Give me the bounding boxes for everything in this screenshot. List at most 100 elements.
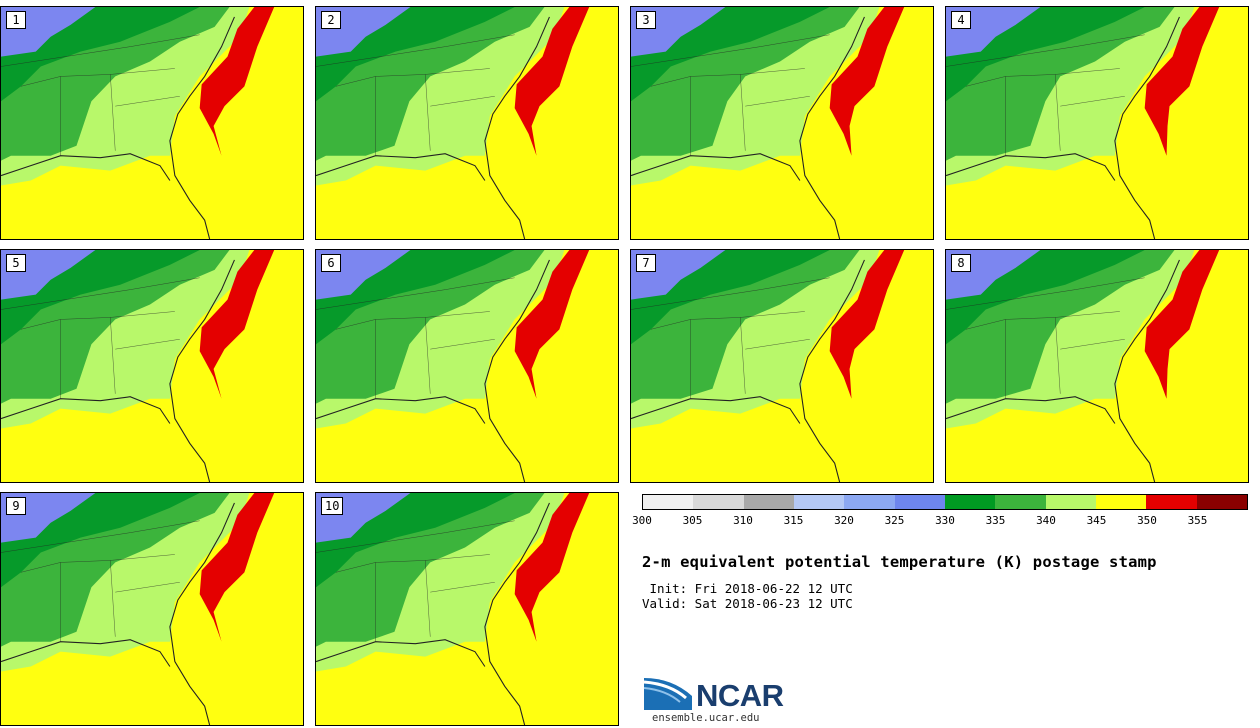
ensemble-member-panel-1: 1	[0, 6, 304, 240]
map	[316, 493, 618, 725]
member-number-label: 5	[6, 254, 26, 272]
colorbar-tick-label: 315	[783, 514, 804, 527]
warm-moist-red-region	[1144, 250, 1220, 399]
map	[631, 7, 933, 239]
state-borders	[946, 277, 1145, 399]
state-borders	[316, 34, 515, 156]
colorbar-swatch-305	[693, 495, 744, 509]
map	[1, 250, 303, 482]
state-borders	[631, 34, 830, 156]
valid-time: Valid: Sat 2018-06-23 12 UTC	[642, 596, 853, 611]
warm-moist-red-region	[514, 493, 590, 642]
colorbar-tick-label: 320	[834, 514, 854, 527]
gulf-coastline	[316, 153, 486, 181]
colorbar-swatch-315	[793, 495, 845, 509]
warm-moist-red-region	[1144, 7, 1220, 156]
gulf-coastline	[946, 396, 1116, 424]
state-borders	[316, 520, 515, 642]
colorbar-swatch-330	[944, 495, 996, 509]
warm-moist-red-region	[514, 7, 590, 156]
ncar-logo[interactable]: NCAR ensemble.ucar.edu	[642, 672, 802, 728]
member-number-label: 6	[321, 254, 341, 272]
state-borders	[316, 277, 515, 399]
colorbar-swatch-355	[1196, 495, 1247, 509]
ensemble-member-panel-6: 6	[315, 249, 619, 483]
colorbar-tick-label: 345	[1086, 514, 1107, 527]
gulf-coastline	[1, 396, 171, 424]
east-coastline	[484, 502, 550, 725]
gulf-coastline	[316, 396, 486, 424]
member-number-label: 7	[636, 254, 656, 272]
ncar-swoosh-icon	[643, 678, 692, 710]
east-coastline	[169, 16, 235, 239]
colorbar-swatch-320	[844, 495, 895, 509]
colorbar-tick-label: 325	[884, 514, 905, 527]
ensemble-member-panel-5: 5	[0, 249, 304, 483]
ensemble-member-panel-4: 4	[945, 6, 1249, 240]
colorbar-tick-label: 305	[682, 514, 703, 527]
member-number-label: 1	[6, 11, 26, 29]
gulf-coastline	[631, 153, 801, 181]
east-coastline	[799, 259, 865, 482]
colorbar-tick-label: 330	[935, 514, 955, 527]
colorbar-tick-label: 310	[733, 514, 753, 527]
ensemble-member-panel-8: 8	[945, 249, 1249, 483]
colorbar-swatch-335	[995, 495, 1046, 509]
state-borders	[631, 277, 830, 399]
figure-title: 2-m equivalent potential temperature (K)…	[642, 553, 1157, 571]
gulf-coastline	[946, 153, 1116, 181]
warm-moist-red-region	[514, 250, 590, 399]
east-coastline	[169, 502, 235, 725]
init-time: Init: Fri 2018-06-22 12 UTC	[642, 581, 853, 596]
ncar-logo-text: NCAR	[696, 678, 784, 713]
colorbar-tick-label: 350	[1137, 514, 1157, 527]
east-coastline	[1114, 259, 1180, 482]
ensemble-member-panel-10: 10	[315, 492, 619, 726]
ensemble-member-panel-9: 9	[0, 492, 304, 726]
colorbar-tick-label: 355	[1187, 514, 1208, 527]
map	[946, 250, 1248, 482]
colorbar	[642, 494, 1248, 510]
ensemble-member-panel-2: 2	[315, 6, 619, 240]
colorbar-tick-label: 300	[632, 514, 652, 527]
state-borders	[946, 34, 1145, 156]
gulf-coastline	[1, 153, 171, 181]
map	[946, 7, 1248, 239]
ensemble-member-panel-7: 7	[630, 249, 934, 483]
colorbar-swatch-350	[1146, 495, 1197, 509]
state-borders	[1, 277, 200, 399]
member-number-label: 8	[951, 254, 971, 272]
warm-moist-red-region	[199, 7, 275, 156]
map	[631, 250, 933, 482]
east-coastline	[484, 16, 550, 239]
warm-moist-red-region	[199, 493, 275, 642]
gulf-coastline	[1, 639, 171, 667]
colorbar-tick-label: 335	[985, 514, 1006, 527]
member-number-label: 9	[6, 497, 26, 515]
gulf-coastline	[316, 639, 486, 667]
state-borders	[1, 34, 200, 156]
member-number-label: 2	[321, 11, 341, 29]
state-borders	[1, 520, 200, 642]
map	[1, 7, 303, 239]
east-coastline	[169, 259, 235, 482]
ensemble-url: ensemble.ucar.edu	[652, 712, 760, 724]
gulf-coastline	[631, 396, 801, 424]
map	[316, 7, 618, 239]
warm-moist-red-region	[199, 250, 275, 399]
ensemble-member-panel-3: 3	[630, 6, 934, 240]
warm-moist-red-region	[829, 7, 905, 156]
colorbar-swatch-325	[894, 495, 945, 509]
member-number-label: 4	[951, 11, 971, 29]
colorbar-tick-labels: 300 305 310 315 320 325 330 335 340 345 350 355	[632, 514, 1248, 530]
warm-moist-red-region	[829, 250, 905, 399]
member-number-label: 3	[636, 11, 656, 29]
colorbar-tick-label: 340	[1036, 514, 1056, 527]
east-coastline	[1114, 16, 1180, 239]
colorbar-swatch-340	[1045, 495, 1096, 509]
east-coastline	[484, 259, 550, 482]
colorbar-swatch-345	[1095, 495, 1147, 509]
east-coastline	[799, 16, 865, 239]
member-number-label: 10	[321, 497, 344, 515]
colorbar-swatch-310	[743, 495, 794, 509]
